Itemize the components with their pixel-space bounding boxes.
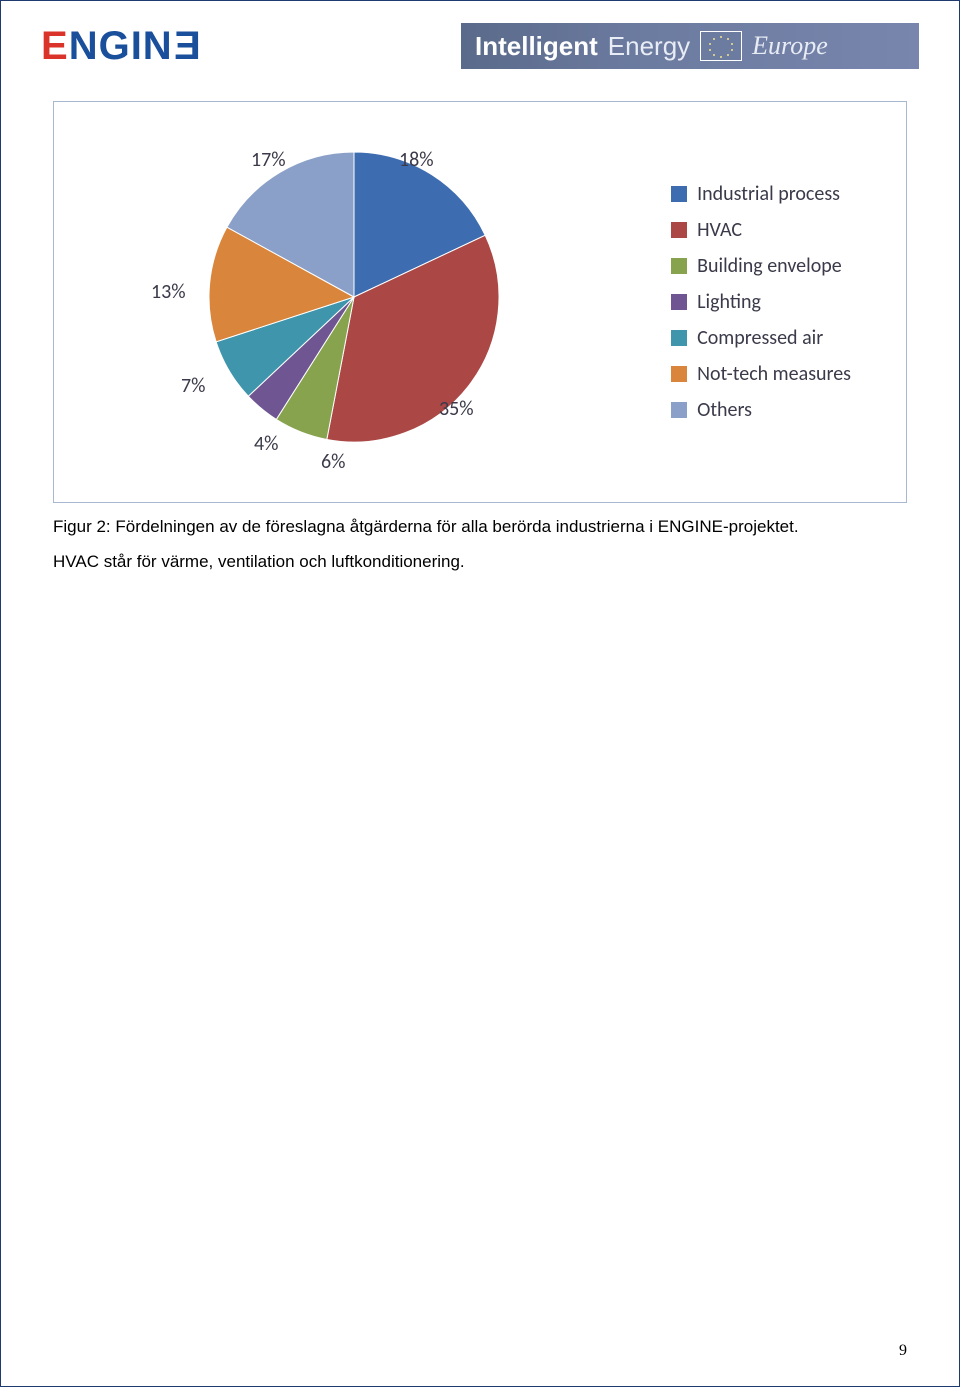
page-number: 9: [899, 1342, 907, 1360]
legend-swatch: [671, 402, 687, 418]
legend-label: Lighting: [697, 290, 761, 314]
pie-slice-label: 17%: [251, 148, 286, 172]
legend-item: Lighting: [671, 290, 851, 314]
pie-slice-label: 35%: [439, 397, 474, 421]
intelligent-energy-banner: Intelligent Energy Europe: [461, 23, 919, 69]
legend-label: Building envelope: [697, 254, 842, 278]
legend-label: Others: [697, 398, 752, 422]
legend-item: Compressed air: [671, 326, 851, 350]
logo-letter-e-mirrored: E: [173, 24, 201, 69]
logo-letters-ngin: NGIN: [69, 24, 173, 69]
chart-legend: Industrial process HVAC Building envelope L…: [671, 182, 851, 422]
pie-slice-label: 13%: [151, 280, 186, 304]
pie-chart: 18%35%6%4%7%13%17%: [209, 152, 499, 447]
legend-item: Building envelope: [671, 254, 851, 278]
legend-item: Not-tech measures: [671, 362, 851, 386]
legend-item: Others: [671, 398, 851, 422]
figure-caption: Figur 2: Fördelningen av de föreslagna å…: [53, 515, 907, 574]
legend-swatch: [671, 186, 687, 202]
caption-line-2: HVAC står för värme, ventilation och luf…: [53, 550, 907, 575]
legend-label: Compressed air: [697, 326, 823, 350]
legend-item: Industrial process: [671, 182, 851, 206]
legend-label: Not-tech measures: [697, 362, 851, 386]
pie-slice-label: 18%: [399, 148, 434, 172]
legend-label: HVAC: [697, 218, 742, 242]
banner-word-europe: Europe: [752, 31, 828, 61]
banner-word-intelligent: Intelligent: [475, 31, 598, 62]
page-header: E NGIN E Intelligent Energy Europe: [1, 1, 959, 83]
logo-letter-e: E: [41, 24, 69, 69]
engine-logo: E NGIN E: [41, 24, 200, 69]
pie-chart-container: 18%35%6%4%7%13%17% Industrial processHVA…: [53, 101, 907, 503]
pie-slice-label: 4%: [254, 432, 278, 456]
legend-label: Industrial process: [697, 182, 840, 206]
legend-swatch: [671, 258, 687, 274]
caption-line-1: Figur 2: Fördelningen av de föreslagna å…: [53, 515, 907, 540]
pie-slice-label: 7%: [181, 374, 205, 398]
legend-swatch: [671, 330, 687, 346]
legend-swatch: [671, 294, 687, 310]
legend-swatch: [671, 222, 687, 238]
eu-flag-icon: [700, 31, 742, 61]
legend-swatch: [671, 366, 687, 382]
pie-slice-label: 6%: [321, 450, 345, 474]
legend-item: HVAC: [671, 218, 851, 242]
banner-word-energy: Energy: [608, 31, 690, 62]
